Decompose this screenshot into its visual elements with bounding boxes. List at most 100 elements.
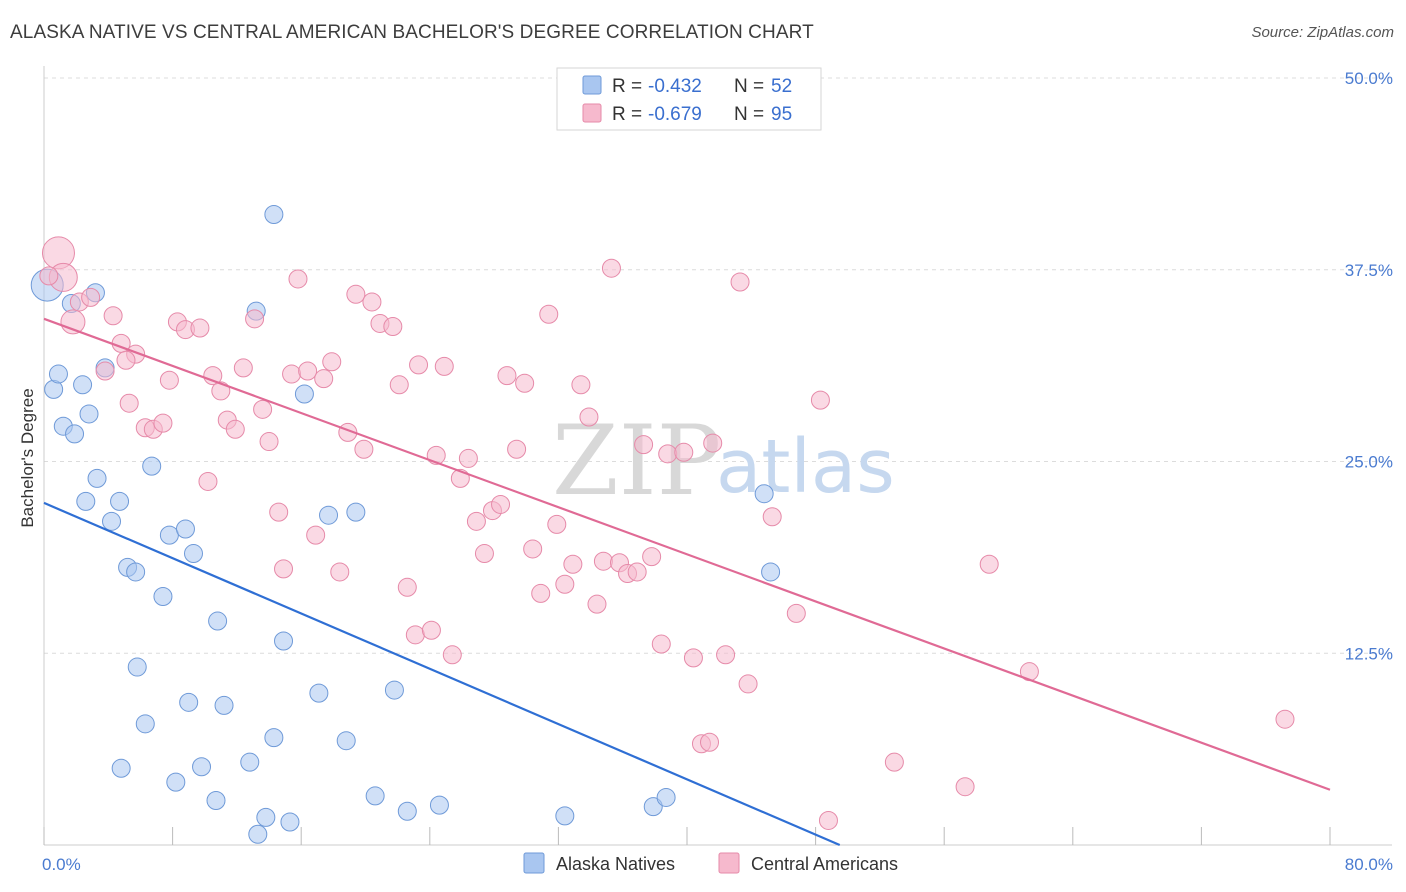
data-point [253, 399, 273, 419]
data-point [810, 390, 830, 410]
data-point [1275, 709, 1295, 729]
data-point [208, 611, 228, 631]
data-point [103, 306, 123, 326]
data-point [336, 731, 356, 751]
data-point [384, 680, 404, 700]
data-point [515, 373, 535, 393]
legend-r-label: R = [612, 76, 642, 97]
chart-title: ALASKA NATIVE VS CENTRAL AMERICAN BACHEL… [10, 22, 814, 43]
trend-line-alaska-natives [43, 501, 841, 847]
data-point [383, 317, 403, 337]
bottom-legend-label-central-americans: Central Americans [751, 854, 898, 874]
y-axis-label: Bachelor's Degree [18, 388, 37, 527]
data-point [658, 444, 678, 464]
data-point [127, 657, 147, 677]
data-point [314, 369, 334, 389]
legend-r-value: -0.679 [648, 104, 702, 125]
data-point [421, 620, 441, 640]
data-point [955, 777, 975, 797]
data-point [555, 574, 575, 594]
data-point [264, 728, 284, 748]
data-point [474, 544, 494, 564]
legend-n-value: 95 [771, 104, 792, 125]
data-point [346, 502, 366, 522]
data-point [762, 507, 782, 527]
data-point [571, 375, 591, 395]
data-point [786, 603, 806, 623]
data-point [159, 370, 179, 390]
data-point [563, 554, 583, 574]
data-point [166, 772, 186, 792]
data-point [240, 752, 260, 772]
y-tick-label: 25.0% [1345, 453, 1393, 472]
legend-n-label: N = [734, 104, 764, 125]
data-point [65, 424, 85, 444]
data-point [389, 375, 409, 395]
data-point [491, 494, 511, 514]
bottom-legend: Alaska Natives Central Americans [523, 852, 898, 874]
data-point [198, 471, 218, 491]
data-point [116, 350, 136, 370]
data-point [119, 393, 139, 413]
bottom-legend-swatch-central-americans [718, 852, 740, 874]
data-point [458, 448, 478, 468]
data-point [135, 714, 155, 734]
data-point [730, 272, 750, 292]
data-point [192, 757, 212, 777]
legend-row-central-americans: R = -0.679 N = 95 [582, 103, 792, 125]
data-point [634, 435, 654, 455]
data-point [627, 562, 647, 582]
data-point [362, 292, 382, 312]
data-point [642, 547, 662, 567]
data-point [39, 266, 59, 286]
legend-row-alaska-natives: R = -0.432 N = 52 [582, 75, 792, 97]
data-point [818, 810, 838, 830]
watermark-atlas: atlas [716, 424, 895, 510]
data-point [95, 361, 115, 381]
legend-swatch-alaska-natives [582, 75, 602, 95]
data-point [555, 806, 575, 826]
data-point [274, 631, 294, 651]
data-point [397, 801, 417, 821]
data-point [142, 456, 162, 476]
data-point [269, 502, 289, 522]
x-tick-label: 80.0% [1345, 855, 1393, 874]
data-point [330, 562, 350, 582]
data-point [979, 554, 999, 574]
data-points [30, 205, 1295, 844]
data-point [703, 433, 723, 453]
data-point [81, 287, 101, 307]
data-point [309, 683, 329, 703]
watermark: ZIP atlas [552, 405, 895, 517]
y-tick-label: 37.5% [1345, 261, 1393, 280]
data-point [87, 468, 107, 488]
data-point [179, 692, 199, 712]
data-point [700, 732, 720, 752]
data-point [716, 645, 736, 665]
data-point [306, 525, 326, 545]
data-point [183, 544, 203, 564]
legend-r-label: R = [612, 104, 642, 125]
data-point [245, 309, 265, 329]
data-point [531, 583, 551, 603]
data-point [175, 519, 195, 539]
data-point [539, 304, 559, 324]
data-point [110, 491, 130, 511]
data-point [409, 355, 429, 375]
bottom-legend-label-alaska-natives: Alaska Natives [556, 854, 675, 874]
data-point [738, 674, 758, 694]
data-point [153, 413, 173, 433]
trend-lines [43, 317, 1331, 847]
legend-r-value: -0.432 [648, 76, 702, 97]
data-point [288, 269, 308, 289]
data-point [153, 586, 173, 606]
data-point [79, 404, 99, 424]
data-point [651, 634, 671, 654]
data-point [761, 562, 781, 582]
legend-n-value: 52 [771, 76, 792, 97]
data-point [48, 364, 68, 384]
chart-source: Source: ZipAtlas.com [1251, 24, 1394, 41]
data-point [102, 511, 122, 531]
legend-swatch-central-americans [582, 103, 602, 123]
